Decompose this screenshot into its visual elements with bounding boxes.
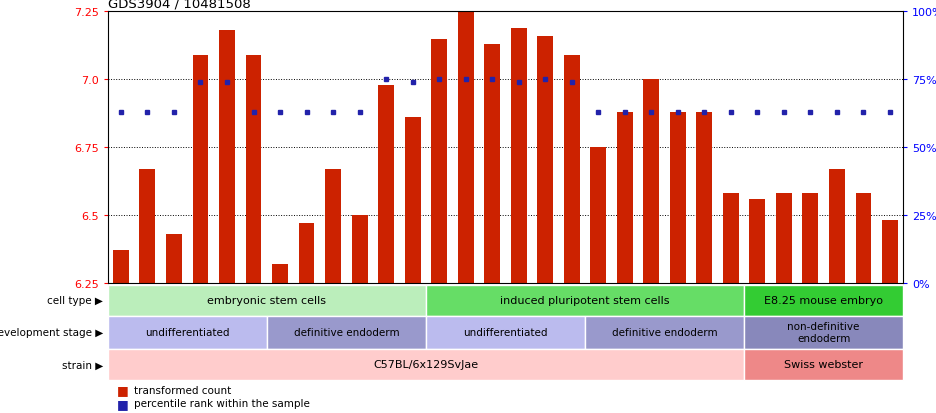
Bar bbox=[431, 39, 447, 283]
Bar bbox=[744, 349, 903, 380]
Text: non-definitive
endoderm: non-definitive endoderm bbox=[787, 322, 860, 343]
Text: definitive endoderm: definitive endoderm bbox=[612, 328, 717, 337]
Bar bbox=[723, 194, 739, 283]
Bar bbox=[426, 316, 585, 349]
Text: induced pluripotent stem cells: induced pluripotent stem cells bbox=[500, 295, 670, 306]
Bar bbox=[696, 112, 712, 283]
Bar bbox=[537, 37, 553, 283]
Bar bbox=[882, 221, 898, 283]
Text: development stage ▶: development stage ▶ bbox=[0, 328, 103, 337]
Bar bbox=[352, 215, 368, 283]
Text: Swiss webster: Swiss webster bbox=[784, 359, 863, 370]
Bar bbox=[193, 56, 209, 283]
Bar bbox=[829, 169, 845, 283]
Bar bbox=[272, 264, 288, 283]
Bar bbox=[563, 56, 579, 283]
Bar bbox=[591, 147, 607, 283]
Bar bbox=[245, 56, 261, 283]
Text: embryonic stem cells: embryonic stem cells bbox=[207, 295, 327, 306]
Text: C57BL/6x129SvJae: C57BL/6x129SvJae bbox=[373, 359, 478, 370]
Bar bbox=[802, 194, 818, 283]
Bar bbox=[139, 169, 155, 283]
Bar bbox=[643, 80, 659, 283]
Text: percentile rank within the sample: percentile rank within the sample bbox=[134, 398, 310, 408]
Bar bbox=[378, 85, 394, 283]
Bar bbox=[108, 316, 267, 349]
Text: ■: ■ bbox=[117, 384, 129, 396]
Bar bbox=[325, 169, 341, 283]
Bar bbox=[108, 285, 426, 316]
Bar bbox=[267, 316, 426, 349]
Text: GDS3904 / 10481508: GDS3904 / 10481508 bbox=[108, 0, 251, 10]
Text: cell type ▶: cell type ▶ bbox=[47, 295, 103, 306]
Text: transformed count: transformed count bbox=[134, 385, 231, 395]
Bar bbox=[299, 223, 314, 283]
Bar bbox=[426, 285, 744, 316]
Text: ■: ■ bbox=[117, 396, 129, 410]
Bar bbox=[113, 250, 129, 283]
Text: E8.25 mouse embryo: E8.25 mouse embryo bbox=[764, 295, 884, 306]
Text: strain ▶: strain ▶ bbox=[62, 359, 103, 370]
Bar bbox=[458, 12, 474, 283]
Bar bbox=[776, 194, 792, 283]
Bar bbox=[856, 194, 871, 283]
Text: definitive endoderm: definitive endoderm bbox=[294, 328, 399, 337]
Bar bbox=[511, 28, 527, 283]
Bar bbox=[166, 234, 182, 283]
Bar bbox=[108, 349, 744, 380]
Bar bbox=[484, 45, 500, 283]
Bar bbox=[404, 118, 420, 283]
Text: undifferentiated: undifferentiated bbox=[145, 328, 229, 337]
Bar bbox=[585, 316, 744, 349]
Bar bbox=[617, 112, 633, 283]
Text: undifferentiated: undifferentiated bbox=[463, 328, 548, 337]
Bar bbox=[744, 316, 903, 349]
Bar bbox=[744, 285, 903, 316]
Bar bbox=[750, 199, 766, 283]
Bar bbox=[219, 31, 235, 283]
Bar bbox=[670, 112, 686, 283]
